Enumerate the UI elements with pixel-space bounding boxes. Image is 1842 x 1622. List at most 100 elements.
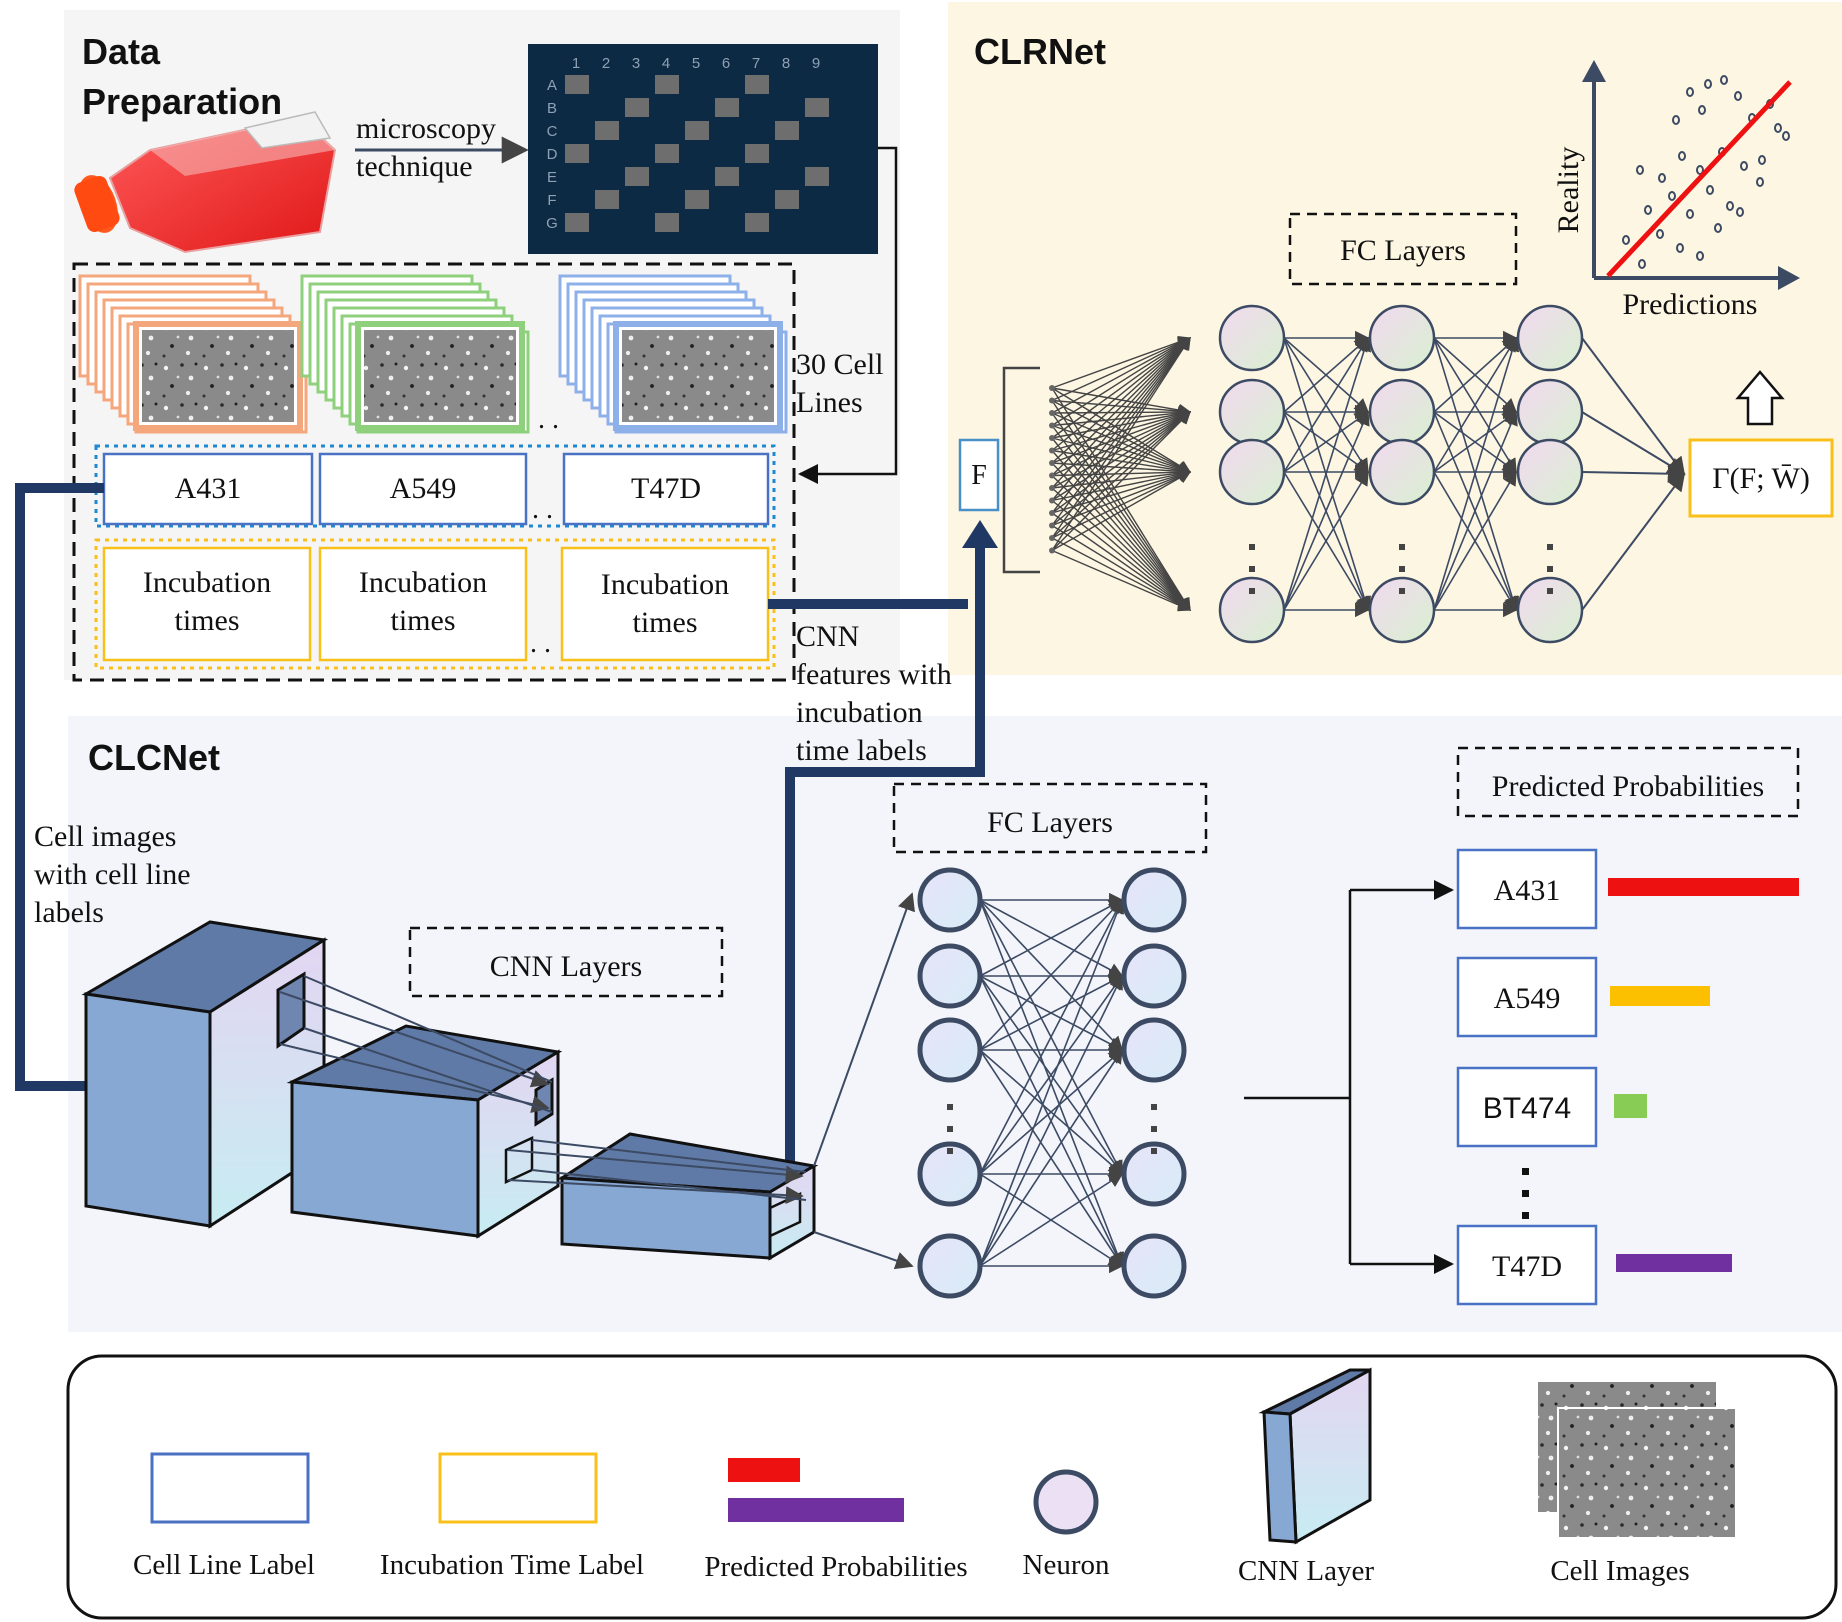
incubation-label-line2: times (391, 604, 456, 637)
scatter-point (1726, 201, 1734, 211)
input-node (1049, 435, 1055, 441)
connection (979, 1048, 1123, 1267)
connection (1433, 337, 1518, 413)
neuron-icon (1368, 378, 1436, 446)
ellipsis-dot (1151, 1148, 1157, 1154)
plate-column-label: 5 (692, 55, 700, 72)
input-note-line1: Cell images (34, 820, 176, 853)
predicted-probabilities-label: Predicted Probabilities (1492, 770, 1764, 803)
clcnet-title: CLCNet (88, 737, 220, 778)
connection (1051, 337, 1192, 427)
plate-row-label: A (547, 77, 557, 94)
cell-image-icon (1557, 1407, 1737, 1539)
clcnet-fc-layers-label: FC Layers (987, 806, 1113, 839)
plate-column-label: 3 (632, 55, 640, 72)
connection (1051, 337, 1192, 439)
connection (1051, 512, 1192, 611)
plate-column-label: 2 (602, 55, 610, 72)
input-node (1049, 422, 1055, 429)
scatter-point (1678, 151, 1686, 161)
incubation-label-1: Incubation times (102, 546, 312, 662)
plate-to-labels-arrow (798, 146, 898, 484)
scatter-point (1686, 209, 1694, 219)
clcnet-neurons (917, 867, 1187, 1299)
connection (1051, 411, 1192, 514)
ellipsis-dot (1399, 566, 1405, 572)
plate-well (565, 144, 589, 163)
neuron-icon (1033, 1469, 1099, 1535)
incubation-label-2: Incubation times (318, 546, 528, 662)
scatter-points (1622, 75, 1790, 269)
feature-input-label: F (971, 460, 987, 491)
cnn-projection-lines (279, 892, 915, 1270)
clrnet-fc-layers-box (1288, 212, 1518, 286)
input-node (1049, 547, 1055, 554)
scatter-point (1740, 161, 1748, 171)
features-note-line3: incubation (796, 696, 923, 729)
input-node (1049, 535, 1055, 541)
scatter-point (1698, 105, 1706, 115)
clrnet-connections (1051, 330, 1686, 618)
neuron-icon (1121, 867, 1187, 933)
ellipsis-dot (1151, 1126, 1157, 1132)
plate-row-label: D (547, 146, 558, 163)
neuron-icon (1121, 1017, 1187, 1083)
connection (979, 1049, 1124, 1175)
connection (1051, 411, 1191, 551)
scatter-point (1656, 229, 1664, 239)
data-preparation-title-line2: Preparation (82, 81, 282, 122)
clrnet-fc-layers-label: FC Layers (1340, 234, 1466, 267)
connection (979, 975, 1124, 1051)
cell-line-label-a431: A431 (102, 452, 314, 526)
scatter-point (1636, 165, 1644, 175)
probability-bar (1614, 1094, 1647, 1118)
cell-lines-note-line2: Lines (796, 386, 863, 419)
connection (979, 898, 1125, 1267)
connection (1051, 462, 1191, 611)
regression-line (1606, 80, 1792, 278)
feature-input-box (958, 438, 1000, 512)
connection (1051, 487, 1191, 611)
scatter-point (1676, 243, 1684, 253)
neuron-icon (917, 943, 983, 1009)
connection (1051, 549, 1192, 612)
scatter-point (1638, 259, 1646, 269)
features-note-line2: features with (796, 658, 952, 691)
connection (979, 898, 1123, 1051)
plate-row-label: E (547, 169, 557, 186)
ellipsis-dot (1547, 566, 1553, 572)
neuron-icon (1516, 438, 1584, 506)
legend-cell-images-text: Cell Images (1550, 1555, 1689, 1587)
scatter-point (1644, 205, 1652, 215)
plate-well (685, 121, 709, 140)
legend-cell-line-text: Cell Line Label (133, 1549, 315, 1581)
reality-vs-predictions-plot: Reality Predictions (1552, 60, 1800, 321)
connection (1051, 450, 1191, 611)
legend-predicted-text: Predicted Probabilities (704, 1551, 967, 1583)
plate-well (655, 144, 679, 163)
cell-image-icon (622, 330, 774, 422)
ellipsis-dot (1249, 588, 1255, 594)
plate-well (745, 213, 769, 232)
plate-well (595, 121, 619, 140)
connection (1433, 336, 1517, 473)
connection (1051, 336, 1192, 402)
scatter-point (1706, 185, 1714, 195)
neuron-icon (1218, 438, 1286, 506)
plate-well (775, 121, 799, 140)
cnn-layers-label: CNN Layers (490, 950, 642, 983)
plate-well (625, 98, 649, 117)
ellipsis-dot (947, 1126, 953, 1132)
connection (1051, 337, 1191, 464)
cell-lines-note-line1: 30 Cell (796, 348, 884, 381)
legend-predicted-probabilities: Predicted Probabilities (704, 1458, 968, 1583)
connection (1051, 411, 1192, 502)
connection (1581, 337, 1686, 476)
input-node (1049, 497, 1055, 504)
legend-box (66, 1354, 1838, 1620)
clrnet-neurons (1049, 304, 1584, 644)
connection (1051, 336, 1191, 551)
cell-image-stacks (78, 274, 788, 434)
plate-row-label: G (546, 215, 558, 232)
